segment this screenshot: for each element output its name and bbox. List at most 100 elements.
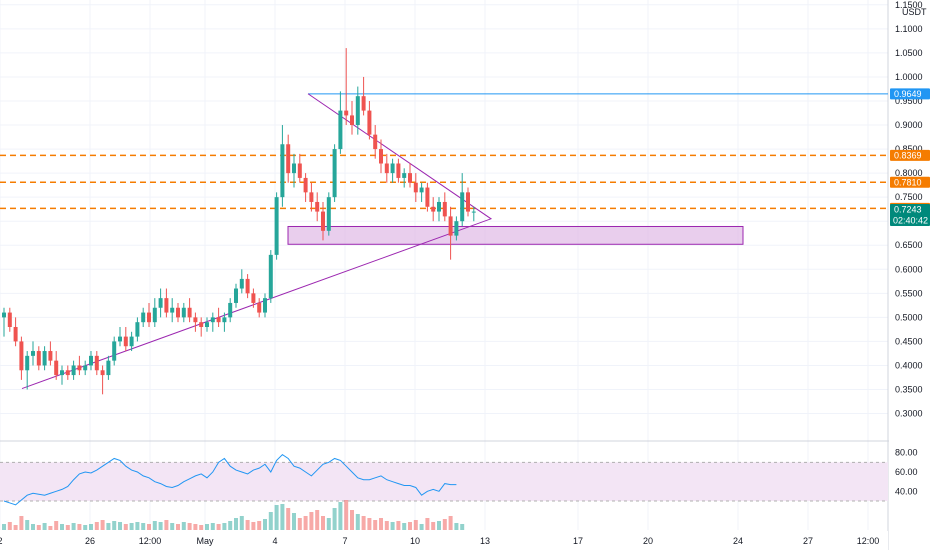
price-label-tag [890,176,930,188]
volume-bar [7,522,12,530]
volume-bar [13,525,18,530]
candle-body [181,307,186,318]
y-tick-label: 0.8500 [895,144,923,154]
candle-body [425,187,430,207]
volume-bar [54,521,59,530]
candle-body [60,370,64,376]
candle-body [164,298,169,313]
candle-body [442,201,447,217]
volume-bar [460,524,465,530]
price-label-tag [890,88,930,100]
candle-body [239,278,244,289]
volume-bar [425,518,430,530]
volume-bar [216,524,221,530]
x-tick-label: 12:00 [139,536,162,546]
y-tick-label: 1.1000 [895,24,923,34]
candle-body [2,312,6,318]
candle-body [89,355,93,366]
candle-body [31,351,35,356]
x-tick-label: 17 [573,536,583,546]
volume-bar [42,523,47,530]
candle-body [297,163,302,178]
time-axis[interactable]: 2 26 12:00 May 4 7 10 13 17 20 24 27 12:00 [0,531,888,550]
candle-body [251,293,256,303]
support-zone [287,225,744,245]
candle-body [77,365,82,371]
candle-body [210,317,215,323]
y-tick-label: 0.4500 [895,336,923,346]
price-label-text: 0.7810 [894,177,922,187]
candle-body [448,216,453,236]
plot-background [0,0,888,550]
candle-body [48,351,53,361]
y-tick-label: 0.8000 [895,168,923,178]
candle-body [13,326,18,342]
volume-bar [431,522,436,530]
volume-bar [361,516,366,530]
volume-bar [199,525,204,530]
candle-body [408,173,412,183]
volume-bar [106,523,111,530]
y-tick-label: 0.5000 [895,312,923,322]
y-tick-label: 0.6500 [895,240,923,250]
volume-bar [83,525,88,530]
candle-body [170,307,175,313]
candle-body [118,336,122,342]
y-tick-label: 0.9500 [895,96,923,106]
volume-bar [118,522,122,530]
volume-bar [234,518,238,530]
volume-bar [448,516,453,530]
candle-body [274,197,279,255]
volume-bar [274,505,279,530]
volume-bar [193,524,198,530]
volume-bar [60,524,64,530]
candle-body [245,278,250,294]
candle-body [309,192,314,202]
candle-body [65,370,70,376]
volume-bar [396,521,401,530]
volume-bar [355,514,360,530]
y-tick-label: 1.0000 [895,72,923,82]
candle-body [268,254,273,299]
countdown-text: 02:40:42 [893,216,928,226]
volume-bar [77,524,82,530]
volume-bar [309,512,314,530]
price-label-tag [890,149,930,161]
candle-body [54,360,59,376]
volume-bar [147,524,151,530]
candle-body [280,144,285,198]
volume-bar [257,521,262,530]
candle-body [396,163,401,178]
price-axis[interactable]: 0.3000 0.3500 0.4000 0.4500 0.5000 0.5500 0.60… [889,0,932,550]
time-axis-bg [0,531,888,550]
volume-bar [292,513,296,530]
volume-bar [303,516,308,530]
rsi-tick-label: 80.00 [895,448,918,458]
volume-bar [379,518,383,530]
volume-bar [413,520,418,530]
candle-body [257,302,262,313]
candle-body [338,110,343,150]
candle-body [292,163,296,174]
x-tick-label: May [196,536,214,546]
candle-body [216,317,221,323]
volume-bar [222,523,227,530]
volume-bar [19,516,24,530]
candle-body [42,351,47,366]
volume-bar [210,523,215,530]
candle-body [402,173,407,178]
y-tick-label: 1.1500 [895,0,923,10]
candle-body [135,322,140,337]
x-tick-label: 10 [410,536,420,546]
volume-bar [408,522,412,530]
volume-bar [437,521,441,530]
volume-bar [251,522,256,530]
candle-body [71,365,76,376]
volume-bar [205,524,209,530]
candle-body [112,341,117,361]
volume-bar [123,524,128,530]
candle-body [367,110,372,135]
volume-bar [71,523,76,530]
candle-body [205,322,209,327]
